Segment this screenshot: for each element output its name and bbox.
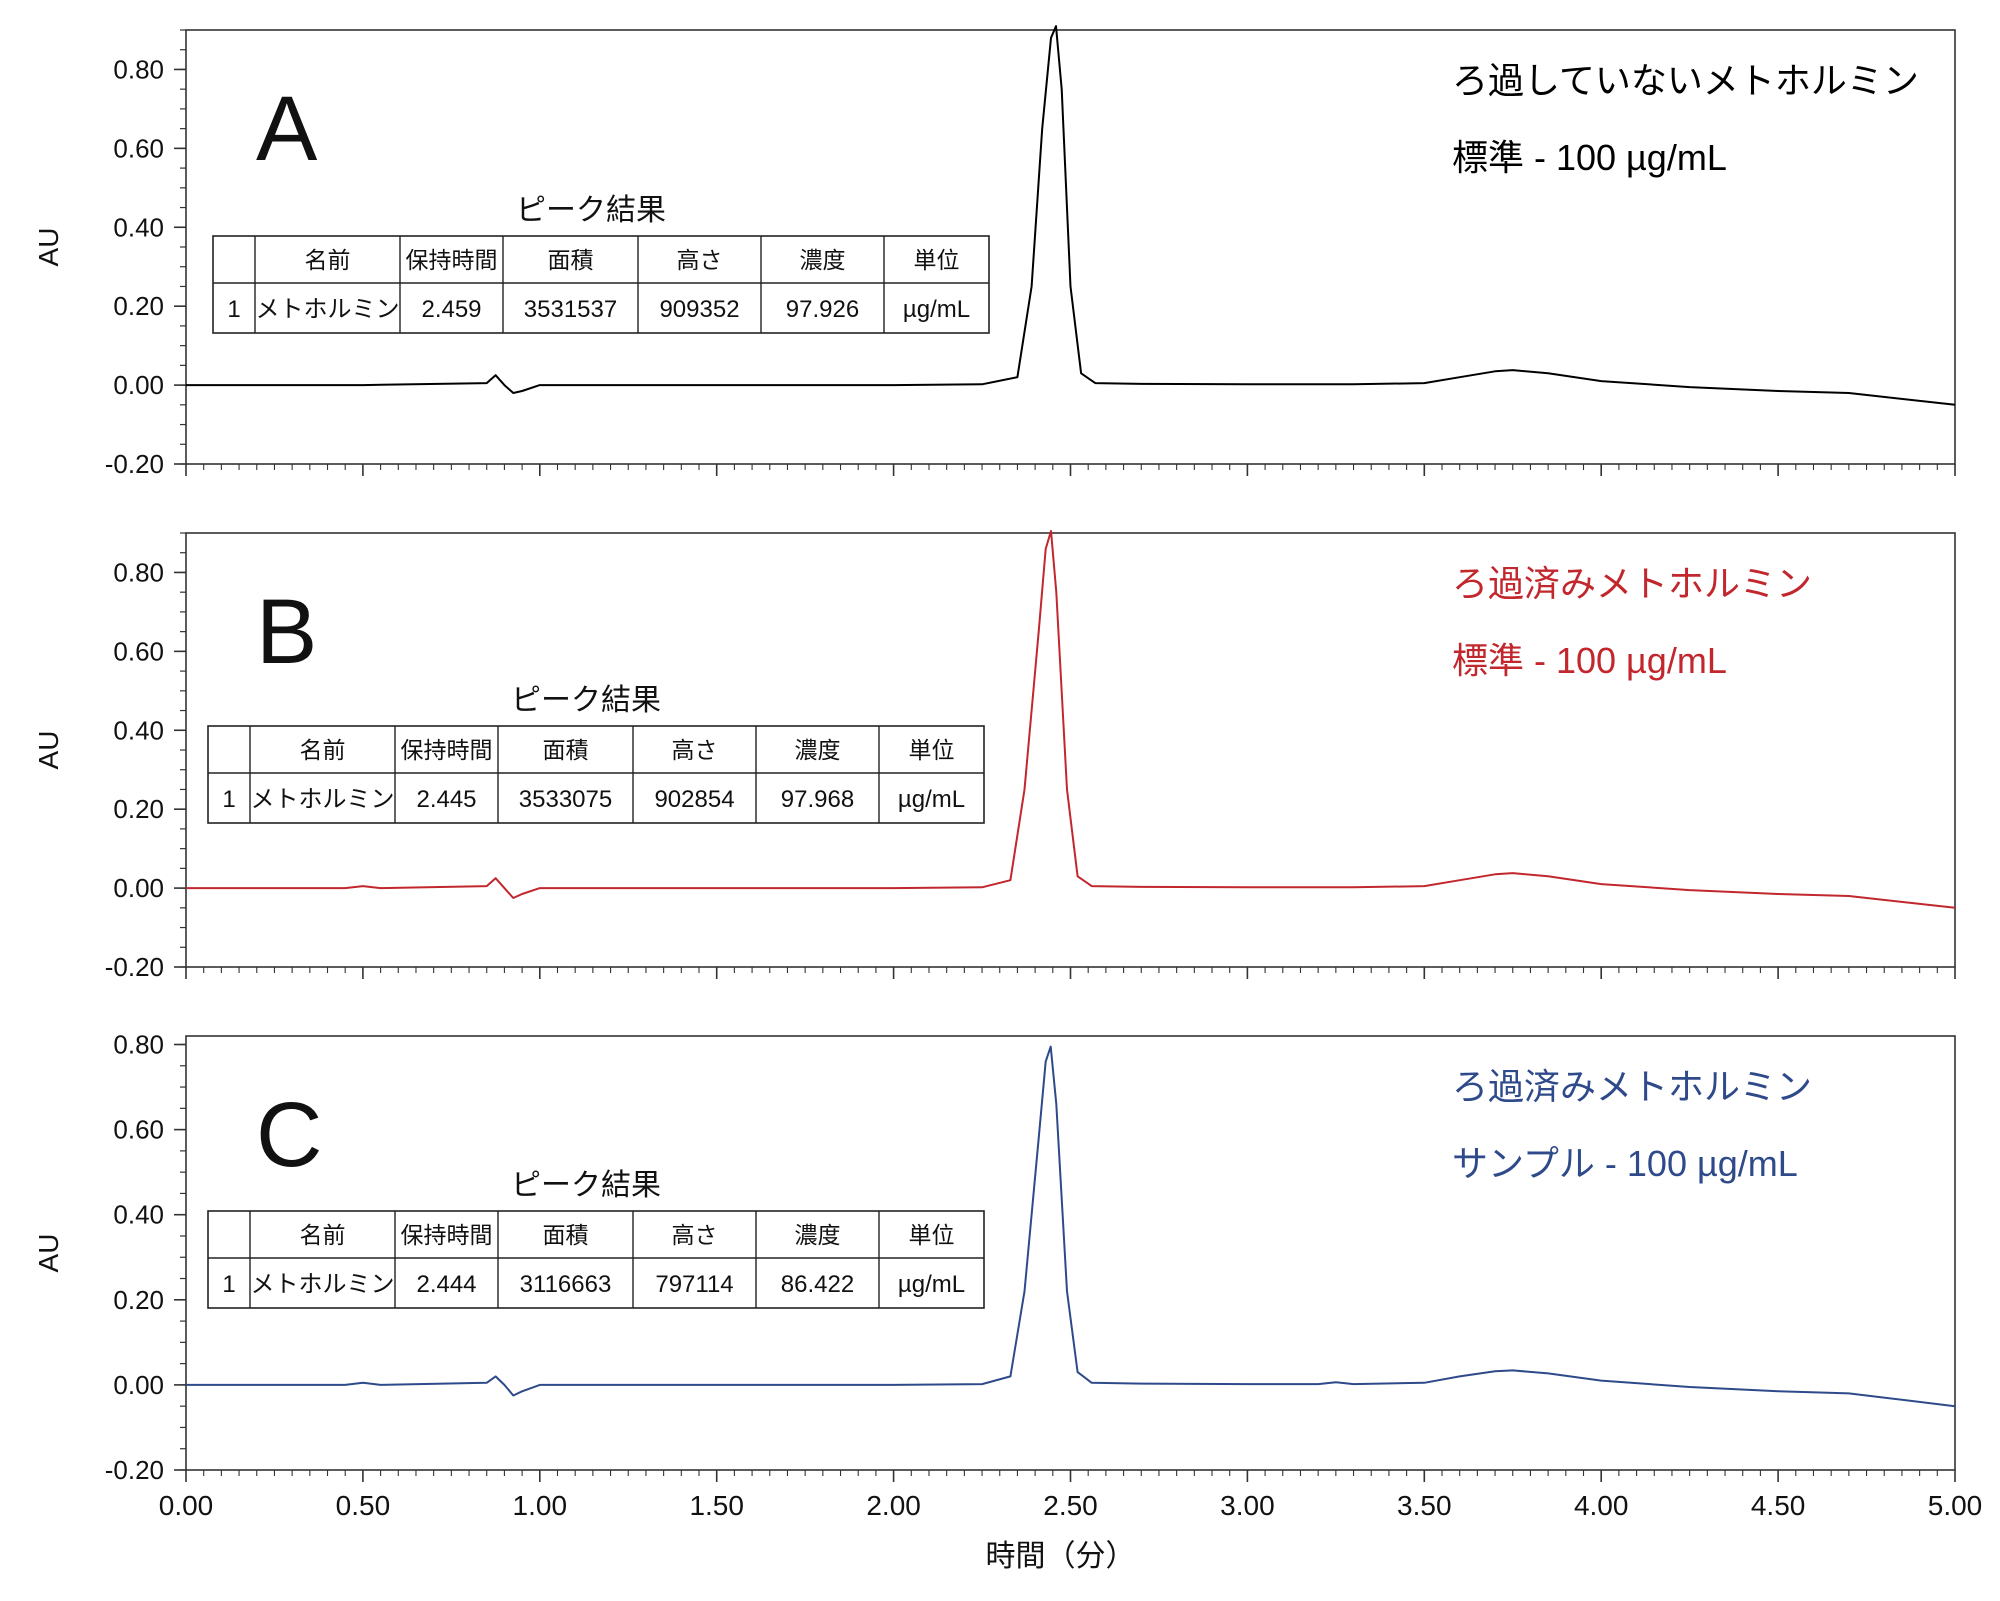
table-cell: 1 <box>227 296 240 323</box>
y-tick-label: 0.80 <box>113 1030 164 1060</box>
panel-title: ろ過済みメトホルミン <box>1452 563 1812 604</box>
x-tick-label: 4.50 <box>1751 1490 1806 1521</box>
table-cell: メトホルミン <box>251 786 395 813</box>
x-tick-label: 4.00 <box>1574 1490 1629 1521</box>
table-header-cell: 単位 <box>914 247 960 273</box>
table-header-cell: 単位 <box>909 1222 955 1248</box>
table-cell: µg/mL <box>903 296 970 323</box>
panel-a: 0.80 0.60 0.40 0.20 0.00 -0.20 AU A ろ過していないメトホルミ… <box>33 25 1956 479</box>
y-tick-label: 0.60 <box>113 636 164 666</box>
y-tick-label: 0.20 <box>113 1285 164 1315</box>
table-cell: 3531537 <box>524 296 617 323</box>
table-title: ピーク結果 <box>511 1169 661 1202</box>
x-tick-label: 3.00 <box>1220 1490 1275 1521</box>
table-header-cell: 濃度 <box>795 1222 841 1248</box>
y-tick-label: 0.40 <box>113 212 164 242</box>
panel-c: 0.80 0.60 0.40 0.20 0.00 -0.20 AU C ろ過済みメトホルミンサン… <box>33 1030 1956 1485</box>
table-header-cell: 濃度 <box>800 247 846 273</box>
x-tick-label: 1.00 <box>513 1490 568 1521</box>
table-cell: 97.968 <box>781 786 854 813</box>
table-header-cell: 面積 <box>543 1222 589 1248</box>
y-tick-label: 0.00 <box>113 873 164 903</box>
x-tick-label: 0.50 <box>336 1490 391 1521</box>
table-header-cell: 保持時間 <box>406 247 498 273</box>
table-cell: µg/mL <box>898 786 965 813</box>
table-header-cell: 面積 <box>543 737 589 763</box>
table-title: ピーク結果 <box>511 684 661 717</box>
y-tick-label: 0.20 <box>113 291 164 321</box>
table-cell: メトホルミン <box>256 296 400 323</box>
x-tick-label: 2.50 <box>1043 1490 1098 1521</box>
panel-subtitle: サンプル - 100 µg/mL <box>1452 1143 1798 1184</box>
y-tick-label: 0.00 <box>113 1370 164 1400</box>
y-tick-label: 0.60 <box>113 133 164 163</box>
y-tick-label: 0.80 <box>113 557 164 587</box>
y-tick-label: -0.20 <box>105 952 164 982</box>
y-tick-label: 0.80 <box>113 54 164 84</box>
table-cell: 2.444 <box>416 1271 476 1298</box>
table-title: ピーク結果 <box>516 194 666 227</box>
table-cell: 86.422 <box>781 1271 854 1298</box>
table-cell: 97.926 <box>786 296 859 323</box>
table-header-cell: 濃度 <box>795 737 841 763</box>
table-cell: 2.445 <box>416 786 476 813</box>
table-cell: 797114 <box>655 1271 733 1298</box>
table-header-cell: 高さ <box>672 1222 718 1248</box>
y-axis-label: AU <box>33 731 64 770</box>
table-header-cell: 高さ <box>672 737 718 763</box>
x-tick-label: 3.50 <box>1397 1490 1452 1521</box>
y-axis-label: AU <box>33 1234 64 1273</box>
table-header-cell: 単位 <box>909 737 955 763</box>
x-axis-label: 時間（分） <box>986 1540 1136 1573</box>
table-cell: µg/mL <box>898 1271 965 1298</box>
table-header-cell: 高さ <box>677 247 723 273</box>
table-border <box>207 1210 985 1309</box>
y-axis-label: AU <box>33 228 64 267</box>
y-tick-label: -0.20 <box>105 449 164 479</box>
table-cell: メトホルミン <box>251 1271 395 1298</box>
table-cell: 1 <box>222 786 235 813</box>
table-header-cell: 保持時間 <box>401 737 493 763</box>
table-header-cell: 名前 <box>300 737 346 763</box>
table-cell: 3533075 <box>519 786 612 813</box>
panel-letter: A <box>256 78 318 180</box>
x-tick-label: 0.00 <box>159 1490 214 1521</box>
panel-b: 0.80 0.60 0.40 0.20 0.00 -0.20 AU B ろ過済みメトホルミン標準… <box>33 530 1956 982</box>
panel-letter: C <box>256 1084 322 1186</box>
y-tick-label: 0.40 <box>113 715 164 745</box>
y-tick-label: -0.20 <box>105 1455 164 1485</box>
table-cell: 3116663 <box>520 1271 612 1298</box>
table-border <box>207 725 985 824</box>
chromatogram-trace <box>186 530 1956 909</box>
panel-title: ろ過していないメトホルミン <box>1452 60 1919 101</box>
x-tick-label: 5.00 <box>1928 1490 1983 1521</box>
y-tick-label: 0.40 <box>113 1200 164 1230</box>
x-tick-label: 1.50 <box>689 1490 744 1521</box>
chromatogram-trace <box>186 1045 1956 1408</box>
table-header-cell: 保持時間 <box>401 1222 493 1248</box>
y-tick-label: 0.60 <box>113 1115 164 1145</box>
table-header-cell: 面積 <box>548 247 594 273</box>
table-header-cell: 名前 <box>300 1222 346 1248</box>
chromatogram-trace <box>186 25 1956 406</box>
panel-subtitle: 標準 - 100 µg/mL <box>1452 137 1727 178</box>
table-header-cell: 名前 <box>305 247 351 273</box>
table-cell: 1 <box>222 1271 235 1298</box>
y-tick-label: 0.20 <box>113 794 164 824</box>
panel-title: ろ過済みメトホルミン <box>1452 1066 1812 1107</box>
table-cell: 2.459 <box>421 296 481 323</box>
x-tick-label: 2.00 <box>866 1490 921 1521</box>
table-cell: 902854 <box>654 786 734 813</box>
panel-letter: B <box>256 581 317 683</box>
y-tick-label: 0.00 <box>113 370 164 400</box>
table-border <box>212 235 990 334</box>
panel-subtitle: 標準 - 100 µg/mL <box>1452 640 1727 681</box>
table-cell: 909352 <box>659 296 739 323</box>
